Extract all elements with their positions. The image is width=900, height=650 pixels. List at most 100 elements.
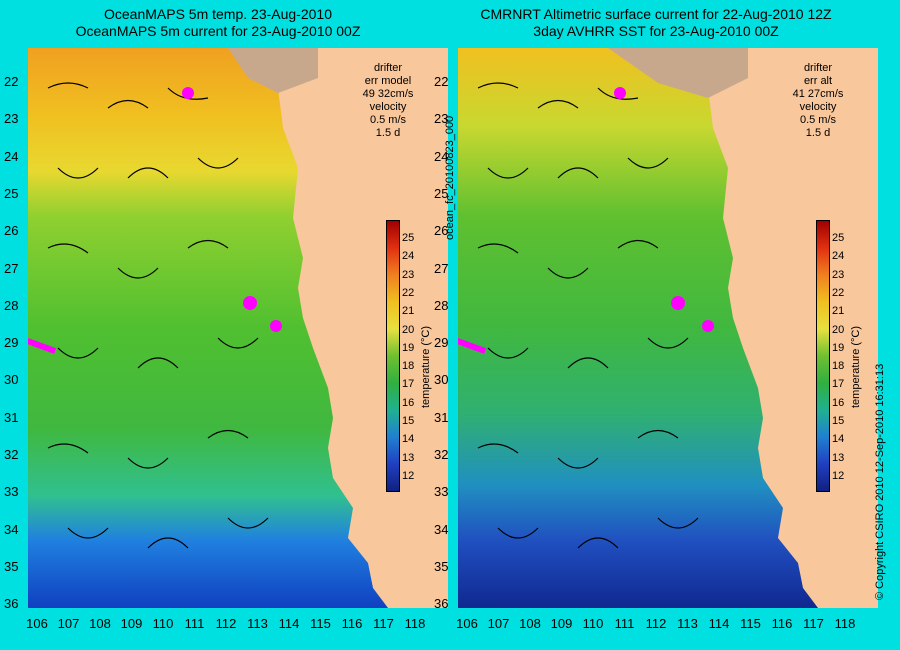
colorbar-tick-label: 16 [402,396,415,409]
colorbar-tick-label: 25 [402,232,415,244]
lon-tick-label: 108 [519,616,541,631]
lon-tick-label: 113 [677,616,698,631]
current-arrows [477,82,699,549]
colorbar-tick-label: 17 [832,378,845,391]
lon-tick-label: 116 [771,616,793,631]
colorbar-tick-label: 13 [402,451,415,464]
colorbar-tick-label: 22 [402,286,415,299]
left-legend-velocity-label: velocity [369,101,407,113]
current-arrows [47,82,269,549]
lon-tick-label: 110 [582,616,604,631]
right-map-panel[interactable] [458,48,878,608]
lon-tick-label: 109 [550,616,573,631]
lon-tick-label: 111 [184,616,205,631]
colorbar-tick-label: 15 [832,415,845,427]
colorbar-tick-label: 24 [402,250,415,263]
left-legend-velocity-value: 0.5 m/s [369,114,407,126]
lat-tick-label: 35 [4,558,19,574]
left-legend-err-value: 49 32cm/s [362,88,414,100]
lat-tick-label: 32 [4,447,19,462]
right-colorbar-title: temperature (°C) [850,325,862,408]
right-title-line2: 3day AVHRR SST for 23-Aug-2010 00Z [533,23,779,39]
drifter-tracks [28,87,282,354]
lon-tick-label: 112 [215,616,237,631]
lat-tick-label: 26 [434,223,449,239]
colorbar-tick-label: 20 [402,323,415,336]
lon-tick-label: 118 [404,616,426,631]
right-panel-title: CMRNRT Altimetric surface current for 22… [446,6,866,40]
colorbar-tick-label: 18 [832,360,845,373]
colorbar-tick-label: 23 [832,268,845,281]
left-legend-err-label: err model [364,75,412,87]
lat-tick-label: 32 [434,447,449,462]
lat-tick-label: 22 [4,74,19,89]
right-title-line1: CMRNRT Altimetric surface current for 22… [480,6,832,22]
left-title-line2: OceanMAPS 5m current for 23-Aug-2010 00Z [75,23,361,39]
lon-tick-label: 112 [645,616,667,631]
right-legend-err-label: err alt [803,75,833,87]
lon-tick-label: 110 [152,616,174,631]
colorbar-tick-label: 19 [832,341,845,354]
lat-tick-label: 23 [434,111,449,127]
colorbar-tick-label: 21 [402,305,415,318]
left-colorbar-title: temperature (°C) [420,325,432,408]
lat-tick-label: 29 [4,335,19,351]
right-legend-drifter: drifter [803,62,833,74]
left-panel-title: OceanMAPS 5m temp. 23-Aug-2010 OceanMAPS… [8,6,428,40]
colorbar-tick-label: 16 [832,396,845,409]
right-map-svg [458,48,878,608]
lat-tick-label: 30 [434,372,449,388]
lon-tick-label: 114 [278,616,300,631]
colorbar-tick-label: 15 [402,415,415,427]
colorbar-tick-label: 17 [402,378,415,391]
lon-tick-label: 113 [247,616,268,631]
left-legend: drifter err model 49 32cm/s velocity 0.5… [358,62,418,140]
lon-tick-label: 107 [57,616,80,631]
left-title-line1: OceanMAPS 5m temp. 23-Aug-2010 [103,6,332,22]
lon-tick-label: 109 [120,616,143,631]
lat-tick-label: 33 [4,484,19,500]
lon-tick-label: 117 [803,616,824,631]
colorbar-tick-label: 24 [832,250,845,263]
left-map-panel[interactable] [28,48,448,608]
lat-tick-label: 31 [434,409,449,425]
colorbar-tick-label: 23 [402,268,415,281]
colorbar-tick-label: 12 [832,469,845,482]
lat-tick-label: 28 [434,297,449,313]
left-legend-drifter: drifter [373,62,403,74]
lon-tick-label: 115 [740,616,761,631]
drifter-tracks [458,87,714,354]
right-legend-velocity-value: 0.5 m/s [799,114,837,126]
lat-tick-label: 34 [434,521,449,537]
right-legend-duration: 1.5 d [805,127,831,139]
lon-tick-label: 108 [89,616,111,631]
lat-tick-label: 36 [4,596,19,612]
lon-tick-label: 117 [373,616,394,631]
lat-tick-label: 23 [4,111,19,127]
lat-tick-label: 26 [4,223,19,239]
lat-tick-label: 33 [434,484,449,500]
lon-tick-label: 106 [26,616,48,631]
lat-tick-label: 36 [434,596,449,612]
right-legend-err-value: 41 27cm/s [792,88,844,100]
lat-tick-label: 34 [4,521,19,537]
lat-tick-label: 24 [4,148,19,164]
lon-tick-label: 118 [834,616,856,631]
left-legend-duration: 1.5 d [375,127,401,139]
lon-tick-label: 114 [708,616,730,631]
land-mass [698,48,878,608]
colorbar-tick-label: 21 [832,305,845,318]
lat-tick-label: 24 [434,148,449,164]
land-mass [268,48,448,608]
colorbar-tick-label: 19 [402,341,415,354]
land-mass-north [228,48,318,93]
lat-tick-label: 22 [434,74,449,89]
colorbar-tick-label: 14 [402,433,415,446]
right-colorbar [816,220,830,492]
land-mass-north [608,48,748,98]
colorbar-tick-label: 22 [832,286,845,299]
lat-tick-label: 27 [4,260,19,276]
lat-tick-label: 29 [434,335,449,351]
lat-tick-label: 30 [4,372,19,388]
lon-tick-label: 116 [341,616,363,631]
